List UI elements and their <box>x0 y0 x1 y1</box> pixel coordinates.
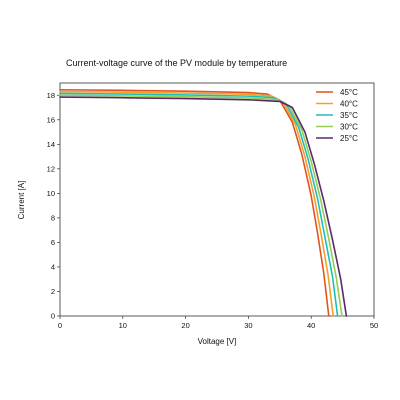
legend-label: 30°C <box>340 123 358 132</box>
y-tick-label: 8 <box>51 213 55 222</box>
legend-label: 35°C <box>340 111 358 120</box>
series-line-2 <box>59 92 339 317</box>
y-tick-label: 6 <box>51 238 55 247</box>
legend-label: 45°C <box>340 88 358 97</box>
legend: 45°C 40°C 35°C 30°C 25°C <box>316 88 358 143</box>
x-tick-label: 20 <box>181 321 189 330</box>
legend-label: 40°C <box>340 100 358 109</box>
y-tick-label: 14 <box>47 140 55 149</box>
x-tick-label: 0 <box>58 321 62 330</box>
series-layer <box>59 88 348 317</box>
series-line-0 <box>59 88 330 317</box>
y-axis-label: Current [A] <box>17 181 26 220</box>
plot-area <box>59 82 375 317</box>
y-tick-label: 12 <box>47 164 55 173</box>
series-line-4 <box>59 96 348 317</box>
y-tick-label: 2 <box>51 287 55 296</box>
y-tick-label: 0 <box>51 312 55 321</box>
series-line-3 <box>59 94 343 317</box>
axis-ticks: 0 10 20 30 40 50 0 2 4 6 8 10 12 14 16 18 <box>47 91 379 330</box>
chart-title: Current-voltage curve of the PV module b… <box>66 58 287 68</box>
y-tick-label: 10 <box>47 189 55 198</box>
legend-label: 25°C <box>340 134 358 143</box>
x-tick-label: 40 <box>307 321 315 330</box>
y-tick-label: 16 <box>47 115 55 124</box>
x-axis-label: Voltage [V] <box>198 337 237 346</box>
x-tick-label: 30 <box>244 321 252 330</box>
x-tick-label: 50 <box>370 321 378 330</box>
x-tick-label: 10 <box>119 321 127 330</box>
series-line-1 <box>59 90 334 317</box>
y-tick-label: 18 <box>47 91 55 100</box>
y-tick-label: 4 <box>51 263 55 272</box>
